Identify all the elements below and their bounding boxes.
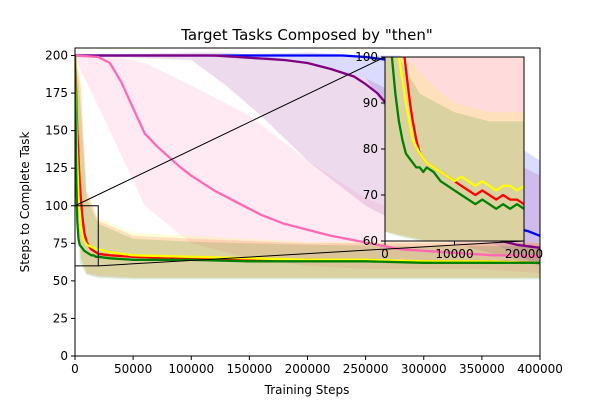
main-x-tick-label: 250000 (343, 362, 389, 376)
main-x-tick-label: 350000 (459, 362, 505, 376)
inset-y-tick-label: 70 (363, 188, 378, 202)
inset-series-line-2 (397, 57, 524, 192)
main-y-tick-label: 100 (45, 199, 68, 213)
main-series-line-6 (75, 54, 540, 264)
main-y-tick-label: 200 (45, 49, 68, 63)
inset-x-axis: 0 10000 20000 (381, 241, 543, 261)
zoom-connector-top (74, 56, 386, 207)
main-y-tick-label: 75 (53, 236, 68, 250)
main-y-tick-label: 0 (60, 349, 68, 363)
main-x-tick-label: 300000 (401, 362, 447, 376)
main-x-tick-label: 400000 (517, 362, 563, 376)
main-band-3 (75, 52, 540, 274)
main-series-line-3 (75, 54, 540, 258)
main-y-tick-label: 50 (53, 274, 68, 288)
inset-lines (390, 57, 524, 210)
zoom-source-box (74, 205, 99, 267)
main-y-tick-label: 125 (45, 161, 68, 175)
main-y-tick-label: 150 (45, 124, 68, 138)
chart-title: Target Tasks Composed by "then" (180, 26, 433, 44)
main-series-line-5 (75, 54, 540, 264)
zoom-connector-bottom (98, 240, 525, 267)
inset-y-tick-label: 60 (363, 234, 378, 248)
inset-x-tick-label: 10000 (435, 247, 473, 261)
inset-series-line-3 (390, 57, 524, 210)
main-y-tick-label: 25 (53, 311, 68, 325)
inset-y-tick-label: 100 (355, 50, 378, 64)
main-x-tick-label: 100000 (168, 362, 214, 376)
x-axis-label: Training Steps (264, 383, 350, 397)
main-x-tick-label: 200000 (285, 362, 331, 376)
y-axis-label: Steps to Complete Task (18, 132, 32, 273)
main-y-tick-label: 175 (45, 86, 68, 100)
main-y-axis: 0 25 50 75 100 125 150 175 200 (45, 49, 75, 363)
main-x-tick-label: 0 (71, 362, 79, 376)
zoom-indicator (74, 56, 525, 267)
inset-y-tick-label: 90 (363, 96, 378, 110)
inset-x-tick-label: 0 (381, 247, 389, 261)
inset-x-tick-label: 20000 (505, 247, 543, 261)
inset-y-tick-label: 80 (363, 142, 378, 156)
inset-y-axis: 60 70 80 90 100 (355, 50, 385, 248)
main-x-tick-label: 50000 (114, 362, 152, 376)
main-x-axis: 0 50000 100000 150000 200000 250000 300000 3500… (71, 356, 563, 376)
main-x-tick-label: 150000 (226, 362, 272, 376)
